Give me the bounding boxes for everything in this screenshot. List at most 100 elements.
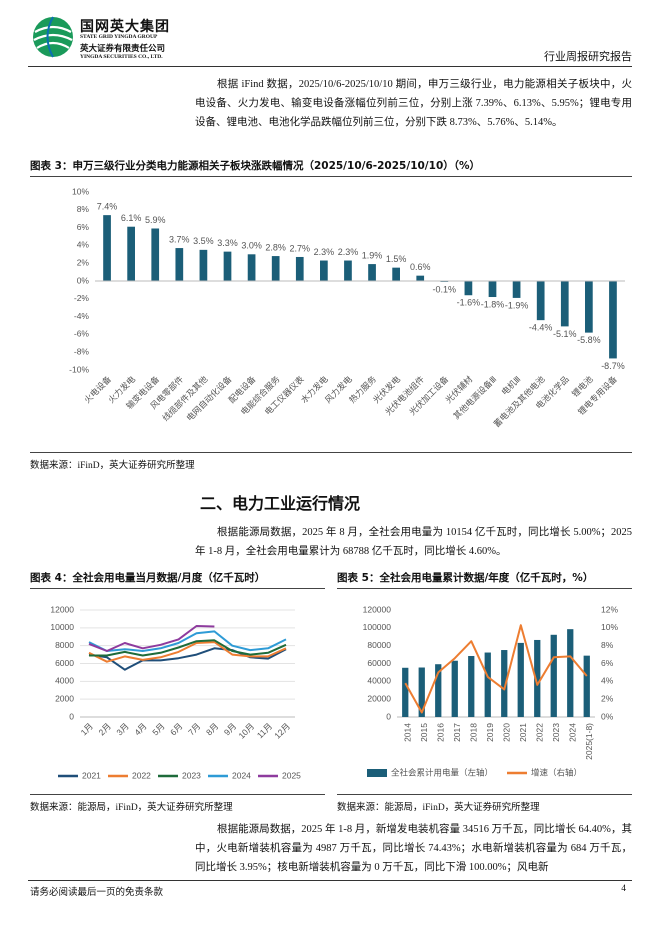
series-line (88, 647, 287, 671)
legend-label: 2023 (182, 770, 201, 780)
x-tick-label: 7月 (186, 721, 202, 737)
data-label: 1.5% (386, 254, 407, 264)
paragraph: 根据 iFind 数据，2025/10/6-2025/10/10 期间，申万三级… (195, 79, 632, 128)
y-tick-label: 100000 (363, 622, 392, 632)
bar (517, 642, 524, 717)
data-label: -4.4% (529, 323, 553, 333)
y2-tick-label: 0% (601, 711, 614, 721)
y2-tick-label: 2% (601, 693, 614, 703)
logo-circle (33, 17, 73, 57)
legend-label: 全社会累计用电量（左轴） (391, 767, 493, 777)
disclaimer: 请务必阅读最后一页的免责条款 (30, 887, 164, 898)
page-number: 4 (621, 884, 626, 894)
bar (247, 254, 256, 281)
data-label: 3.7% (169, 234, 190, 244)
section-title: 二、电力工业运行情况 (200, 494, 361, 513)
y-tick-label: 10000 (50, 622, 74, 632)
bar (175, 248, 184, 281)
y-tick-label: -4% (74, 311, 90, 321)
bar (464, 281, 473, 296)
legend-label: 2022 (132, 770, 151, 780)
series-line (89, 639, 287, 657)
figure-title: 图表 5：全社会用电量累计数据/年度（亿千瓦时，%） (337, 570, 632, 589)
data-label: 2.7% (290, 243, 311, 253)
legend-label: 增速（右轴） (531, 767, 582, 777)
legend-swatch (367, 769, 387, 777)
x-tick-label: 2015 (419, 723, 429, 742)
x-tick-label: 其他电源设备Ⅲ (451, 374, 498, 421)
data-label: -1.6% (457, 298, 481, 308)
y-tick-label: 0% (77, 275, 90, 285)
y2-tick-label: 8% (601, 640, 614, 650)
chart: 0 2000 4000 6000 8000 10000 12000 1月 2月 3月 4月 5月 6月 7… (50, 604, 301, 780)
x-tick-label: 2014 (403, 723, 413, 742)
bar (127, 226, 135, 281)
y-tick-label: -2% (74, 293, 90, 303)
report-type: 行业周报研究报告 (544, 50, 632, 63)
x-tick-label: 8月 (204, 721, 220, 737)
logo (33, 16, 73, 58)
bar (560, 281, 569, 327)
data-label: -8.7% (601, 361, 625, 371)
data-label: 2.3% (314, 247, 335, 257)
bar (550, 634, 557, 717)
y-tick-label: 120000 (363, 604, 392, 614)
y-tick-label: 0 (69, 711, 74, 721)
x-tick-label: 2021 (518, 723, 528, 742)
bar (609, 281, 617, 359)
y-tick-label: 4% (77, 240, 90, 250)
bar (567, 629, 574, 717)
y-tick-label: 4000 (55, 676, 74, 686)
y-tick-label: -8% (74, 346, 90, 356)
x-tick-label: 6月 (168, 721, 184, 737)
data-label: 2.3% (338, 247, 359, 257)
data-label: 3.5% (193, 236, 214, 246)
y-tick-label: 2000 (55, 693, 74, 703)
y2-tick-label: 12% (601, 604, 618, 614)
y-tick-label: 20000 (367, 693, 391, 703)
y-tick-label: 6% (77, 222, 90, 232)
series-line (404, 624, 588, 714)
data-label: -5.1% (553, 329, 577, 339)
x-tick-label: 2016 (436, 723, 446, 742)
data-label: 2.8% (265, 242, 286, 252)
bar (451, 660, 458, 717)
paragraph: 根据能源局数据，2025 年 1-8 月，新增发电装机容量 34516 万千瓦，… (195, 824, 632, 873)
bar (585, 281, 593, 333)
x-tick-label: 2018 (469, 723, 479, 742)
x-tick-label: 3月 (114, 721, 130, 737)
series-line (88, 641, 287, 663)
x-tick-label: 2022 (535, 723, 545, 742)
x-tick-label: 1月 (79, 721, 95, 737)
bar (402, 667, 409, 717)
bar (151, 228, 160, 281)
data-label: -5.8% (577, 335, 601, 345)
bar (344, 260, 352, 281)
data-label: 3.0% (241, 241, 262, 251)
paragraph: 根据能源局数据，2025 年 8 月，全社会用电量为 10154 亿千瓦时，同比… (195, 527, 632, 557)
x-tick-label: 2024 (568, 723, 578, 742)
logo-lines (33, 25, 73, 49)
subsidiary-en: YINGDA SECURITIES CO., LTD. (80, 54, 163, 60)
figure-title: 图表 4：全社会用电量当月数据/月度（亿千瓦时） (30, 570, 325, 589)
y-tick-label: 12000 (50, 604, 74, 614)
bar (583, 655, 590, 717)
series-line (88, 630, 287, 652)
bar (488, 281, 497, 298)
bar (368, 264, 376, 281)
x-tick-label: 11月 (255, 721, 274, 740)
y-tick-label: 80000 (367, 640, 391, 650)
data-label: 5.9% (145, 215, 166, 225)
bar (416, 275, 425, 281)
x-tick-label: 5月 (150, 721, 166, 737)
bar (295, 256, 304, 281)
data-label: 7.4% (97, 202, 118, 212)
x-tick-label: 4月 (132, 721, 148, 737)
bar (484, 652, 491, 717)
footer-rule (28, 880, 632, 881)
x-tick-label: 2020 (502, 723, 512, 742)
bar (536, 281, 545, 321)
bar (534, 639, 541, 717)
data-label: 6.1% (121, 213, 142, 223)
